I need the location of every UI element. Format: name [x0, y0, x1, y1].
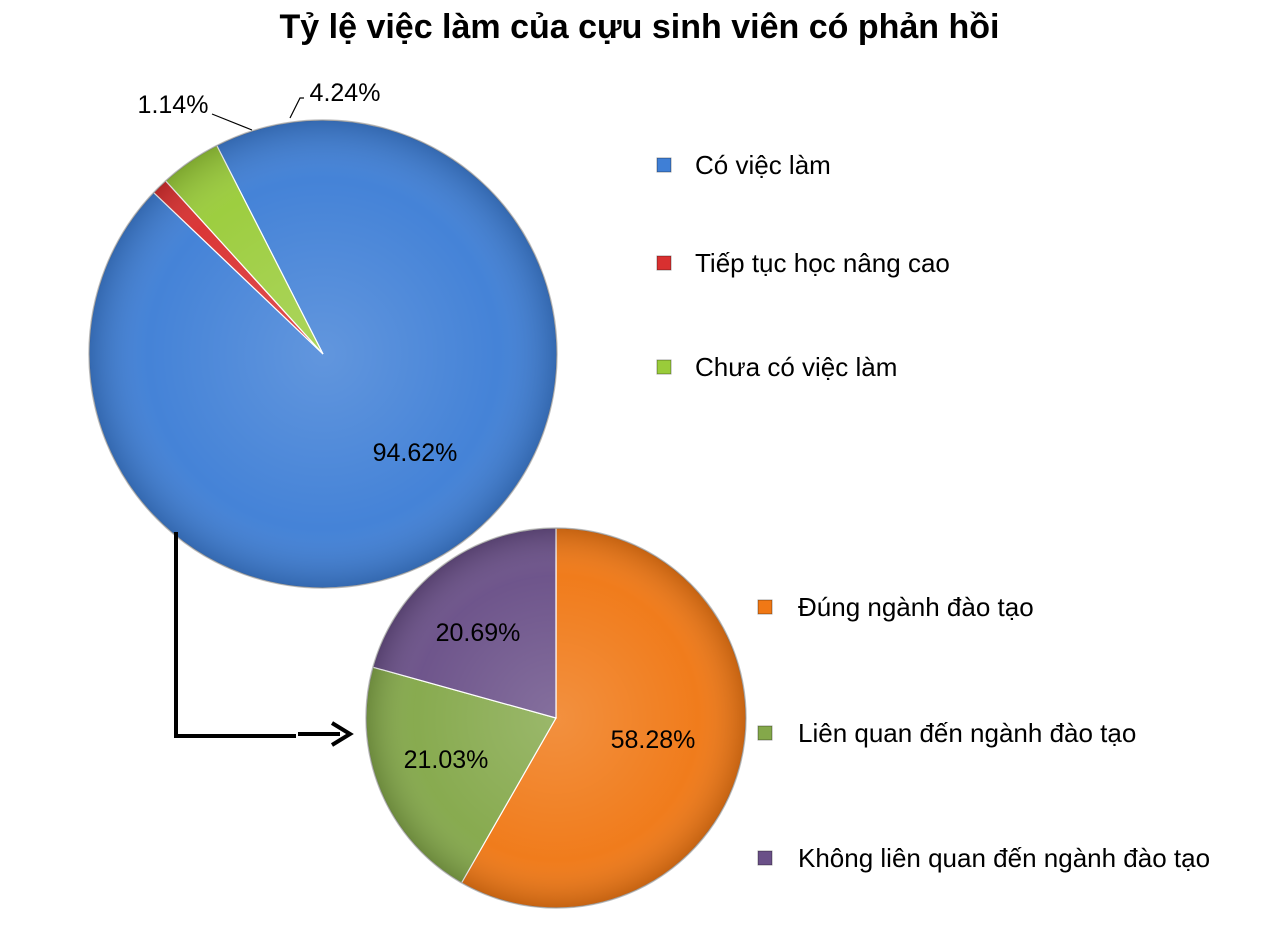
legend-item-khong-lien-quan-den-nganh-dao-tao: Không liên quan đến ngành đào tạo: [757, 843, 1210, 873]
data-label-tiep-tuc-hoc-nang-cao: 1.14%: [138, 91, 209, 119]
chart-title: Tỷ lệ việc làm của cựu sinh viên có phản…: [279, 8, 1000, 46]
legend-swatch: [757, 725, 773, 741]
breakdown-connector-arrow: [174, 532, 354, 747]
legend-item-tiep-tuc-hoc-nang-cao: Tiếp tục học nâng cao: [656, 248, 950, 278]
legend-label: Chưa có việc làm: [695, 352, 897, 382]
legend-swatch: [656, 255, 672, 271]
data-label-chua-co-viec-lam: 4.24%: [310, 79, 381, 107]
legend-main: Có việc làm Tiếp tục học nâng cao Chưa có …: [656, 150, 950, 382]
legend-swatch: [757, 850, 773, 866]
data-label-khong-lien-quan-den-nganh-dao-tao: 20.69%: [436, 619, 521, 647]
legend-label: Liên quan đến ngành đào tạo: [798, 718, 1136, 748]
legend-item-dung-nganh-dao-tao: Đúng ngành đào tạo: [757, 592, 1034, 622]
legend-swatch: [656, 157, 672, 173]
data-label-leader-line: [211, 113, 253, 131]
data-label-lien-quan-den-nganh-dao-tao: 21.03%: [404, 746, 489, 774]
legend-swatch: [757, 599, 773, 615]
legend-label: Tiếp tục học nâng cao: [695, 248, 950, 278]
legend-item-lien-quan-den-nganh-dao-tao: Liên quan đến ngành đào tạo: [757, 718, 1136, 748]
pie-chart-breakdown: 58.28% 21.03% 20.69%: [365, 527, 747, 909]
legend-swatch: [656, 359, 672, 375]
data-label-co-viec-lam: 94.62%: [373, 439, 458, 467]
pie-outline: [88, 119, 558, 589]
pie-outline: [365, 527, 747, 909]
legend-label: Đúng ngành đào tạo: [798, 592, 1034, 622]
legend-breakdown: Đúng ngành đào tạo Liên quan đến ngành đà…: [757, 592, 1210, 873]
legend-item-co-viec-lam: Có việc làm: [656, 150, 831, 180]
data-label-leader-line: [289, 97, 304, 119]
legend-label: Có việc làm: [695, 150, 831, 180]
pie-chart-main: 94.62% 1.14% 4.24%: [88, 79, 558, 589]
legend-item-chua-co-viec-lam: Chưa có việc làm: [656, 352, 897, 382]
legend-label: Không liên quan đến ngành đào tạo: [798, 843, 1210, 873]
data-label-dung-nganh-dao-tao: 58.28%: [611, 726, 696, 754]
